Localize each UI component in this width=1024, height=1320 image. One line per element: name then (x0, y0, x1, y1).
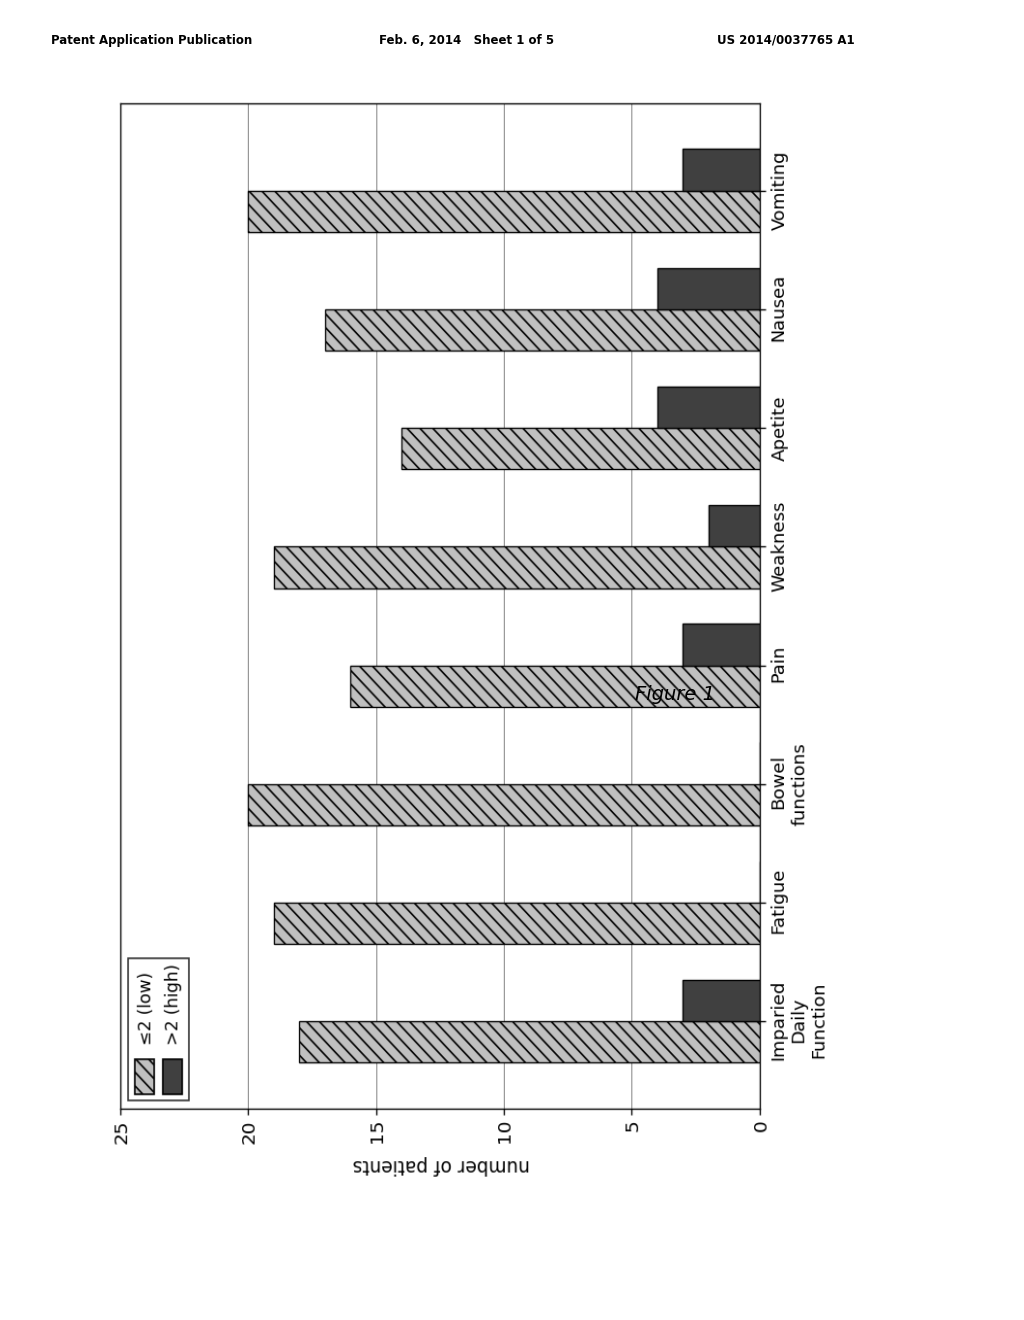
Text: US 2014/0037765 A1: US 2014/0037765 A1 (717, 33, 854, 46)
Text: Feb. 6, 2014   Sheet 1 of 5: Feb. 6, 2014 Sheet 1 of 5 (379, 33, 554, 46)
Text: Patent Application Publication: Patent Application Publication (51, 33, 253, 46)
Text: Figure 1: Figure 1 (635, 685, 715, 704)
